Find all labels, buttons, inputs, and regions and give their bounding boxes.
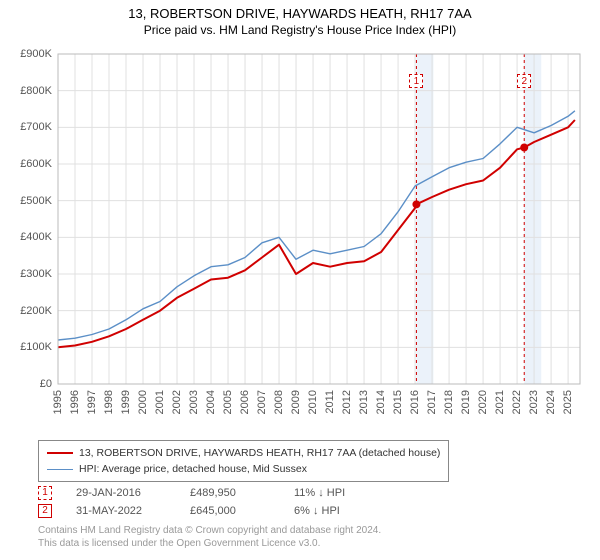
footer-line2: This data is licensed under the Open Gov…: [38, 537, 381, 550]
ytick-label: £600K: [8, 158, 52, 170]
xtick-label: 2017: [426, 390, 438, 414]
legend-label: 13, ROBERTSON DRIVE, HAYWARDS HEATH, RH1…: [79, 445, 440, 461]
xtick-label: 1998: [103, 390, 115, 414]
xtick-label: 1996: [69, 390, 81, 414]
chart-title: 13, ROBERTSON DRIVE, HAYWARDS HEATH, RH1…: [0, 0, 600, 21]
legend-label: HPI: Average price, detached house, Mid …: [79, 461, 307, 477]
legend-row: HPI: Average price, detached house, Mid …: [47, 461, 440, 477]
xtick-label: 2019: [460, 390, 472, 414]
chart-container: 13, ROBERTSON DRIVE, HAYWARDS HEATH, RH1…: [0, 0, 600, 560]
xtick-label: 2022: [511, 390, 523, 414]
xtick-label: 2016: [409, 390, 421, 414]
xtick-label: 2014: [375, 390, 387, 414]
sales-marker-box: 1: [38, 486, 52, 500]
xtick-label: 2006: [239, 390, 251, 414]
footer: Contains HM Land Registry data © Crown c…: [38, 524, 381, 550]
sales-row: 1 29-JAN-2016 £489,950 11% ↓ HPI: [38, 484, 394, 502]
chart-area: £0 £100K £200K £300K £400K £500K £600K £700K £80…: [0, 44, 600, 434]
sales-price: £489,950: [190, 484, 270, 502]
xtick-label: 2018: [443, 390, 455, 414]
annotation-label: 2: [517, 74, 531, 88]
chart-subtitle: Price paid vs. HM Land Registry's House …: [0, 21, 600, 37]
xtick-label: 2023: [528, 390, 540, 414]
highlight-band: [524, 54, 541, 384]
xtick-label: 2000: [137, 390, 149, 414]
sales-marker-box: 2: [38, 504, 52, 518]
xtick-label: 2013: [358, 390, 370, 414]
chart-svg: [0, 44, 600, 434]
xtick-label: 2021: [494, 390, 506, 414]
xtick-label: 2008: [273, 390, 285, 414]
ytick-label: £400K: [8, 231, 52, 243]
ytick-label: £900K: [8, 48, 52, 60]
xtick-label: 1999: [120, 390, 132, 414]
ytick-label: £0: [8, 378, 52, 390]
footer-line1: Contains HM Land Registry data © Crown c…: [38, 524, 381, 537]
sales-date: 29-JAN-2016: [76, 484, 166, 502]
xtick-label: 2003: [188, 390, 200, 414]
xtick-label: 2007: [256, 390, 268, 414]
xtick-label: 2009: [290, 390, 302, 414]
sales-table: 1 29-JAN-2016 £489,950 11% ↓ HPI 2 31-MAY-202…: [38, 484, 394, 520]
highlight-band: [416, 54, 433, 384]
legend-row: 13, ROBERTSON DRIVE, HAYWARDS HEATH, RH1…: [47, 445, 440, 461]
xtick-label: 2015: [392, 390, 404, 414]
sales-row: 2 31-MAY-2022 £645,000 6% ↓ HPI: [38, 502, 394, 520]
sale-marker: [520, 144, 528, 152]
xtick-label: 1995: [52, 390, 64, 414]
xtick-label: 2011: [324, 390, 336, 414]
xtick-label: 2012: [341, 390, 353, 414]
ytick-label: £800K: [8, 85, 52, 97]
sales-diff: 11% ↓ HPI: [294, 484, 394, 502]
xtick-label: 2025: [562, 390, 574, 414]
sales-diff: 6% ↓ HPI: [294, 502, 394, 520]
xtick-label: 2004: [205, 390, 217, 414]
xtick-label: 2002: [171, 390, 183, 414]
xtick-label: 2020: [477, 390, 489, 414]
ytick-label: £500K: [8, 195, 52, 207]
ytick-label: £700K: [8, 121, 52, 133]
plot-bg: [58, 54, 580, 384]
xtick-label: 1997: [86, 390, 98, 414]
annotation-label: 1: [409, 74, 423, 88]
sales-date: 31-MAY-2022: [76, 502, 166, 520]
xtick-label: 2001: [154, 390, 166, 414]
legend-swatch: [47, 469, 73, 470]
sale-marker: [412, 200, 420, 208]
ytick-label: £200K: [8, 305, 52, 317]
xtick-label: 2010: [307, 390, 319, 414]
ytick-label: £100K: [8, 341, 52, 353]
xtick-label: 2005: [222, 390, 234, 414]
sales-price: £645,000: [190, 502, 270, 520]
xtick-label: 2024: [545, 390, 557, 414]
legend-swatch: [47, 452, 73, 454]
ytick-label: £300K: [8, 268, 52, 280]
legend: 13, ROBERTSON DRIVE, HAYWARDS HEATH, RH1…: [38, 440, 449, 482]
